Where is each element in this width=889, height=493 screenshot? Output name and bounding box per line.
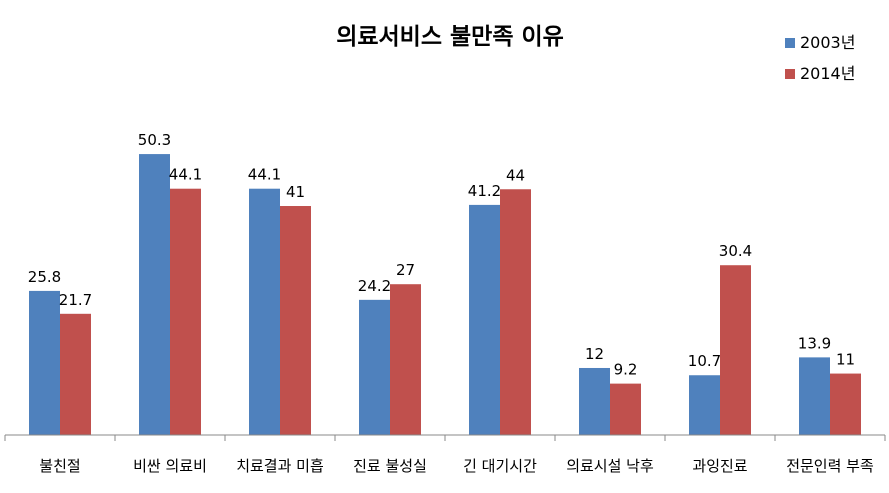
- data-label: 13.9: [798, 334, 831, 352]
- legend-swatch-2014: [785, 69, 795, 79]
- bar-2003-2: [249, 188, 280, 435]
- bar-2014-7: [830, 373, 861, 435]
- bar-2014-0: [60, 313, 91, 435]
- data-label: 41: [286, 183, 305, 201]
- data-label: 44: [506, 166, 525, 184]
- data-label: 12: [585, 345, 604, 363]
- bar-2014-3: [390, 284, 421, 435]
- data-label: 41.2: [468, 182, 501, 200]
- bar-2014-4: [500, 189, 531, 435]
- bar-2003-1: [139, 154, 170, 435]
- bar-2014-6: [720, 265, 751, 435]
- data-label: 50.3: [138, 131, 171, 149]
- data-label: 30.4: [719, 242, 752, 260]
- category-label: 치료결과 미흡: [236, 457, 324, 475]
- data-label: 21.7: [59, 291, 92, 309]
- data-label: 11: [836, 351, 855, 369]
- legend-label-2003: 2003년: [800, 33, 855, 52]
- data-label: 9.2: [614, 361, 638, 379]
- bar-2003-4: [469, 204, 500, 435]
- category-label: 과잉진료: [692, 457, 747, 475]
- bars-layer: [29, 154, 861, 435]
- data-label: 27: [396, 261, 415, 279]
- category-label: 불친절: [39, 457, 80, 475]
- category-label: 전문인력 부족: [786, 457, 874, 475]
- category-labels-layer: 불친절 비싼 의료비 치료결과 미흡 진료 불성실 긴 대기시간 의료시설 낙후 과잉진료 전…: [39, 457, 874, 475]
- legend-swatch-2003: [785, 38, 795, 48]
- category-label: 비싼 의료비: [133, 457, 207, 475]
- bar-2003-7: [799, 357, 830, 435]
- category-label: 긴 대기시간: [463, 457, 537, 475]
- bar-2003-5: [579, 367, 610, 435]
- data-label: 25.8: [28, 268, 61, 286]
- data-label: 10.7: [688, 352, 721, 370]
- legend: 2003년 2014년: [785, 33, 855, 83]
- category-label: 진료 불성실: [353, 457, 427, 475]
- bar-2003-0: [29, 290, 60, 435]
- legend-label-2014: 2014년: [800, 64, 855, 83]
- category-label: 의료시설 낙후: [566, 457, 654, 475]
- bar-2003-3: [359, 299, 390, 435]
- bar-2014-2: [280, 206, 311, 435]
- bar-2014-1: [170, 188, 201, 435]
- data-label: 44.1: [169, 166, 202, 184]
- data-label: 24.2: [358, 277, 391, 295]
- bar-2014-5: [610, 383, 641, 435]
- data-label: 44.1: [248, 166, 281, 184]
- bar-2003-6: [689, 375, 720, 435]
- x-axis: [4, 434, 886, 441]
- value-labels-layer: 25.8 21.7 50.3 44.1 44.1 41 24.2 27 41.2 44 12 9.2 1…: [28, 131, 855, 379]
- chart-title: 의료서비스 불만족 이유: [336, 24, 564, 50]
